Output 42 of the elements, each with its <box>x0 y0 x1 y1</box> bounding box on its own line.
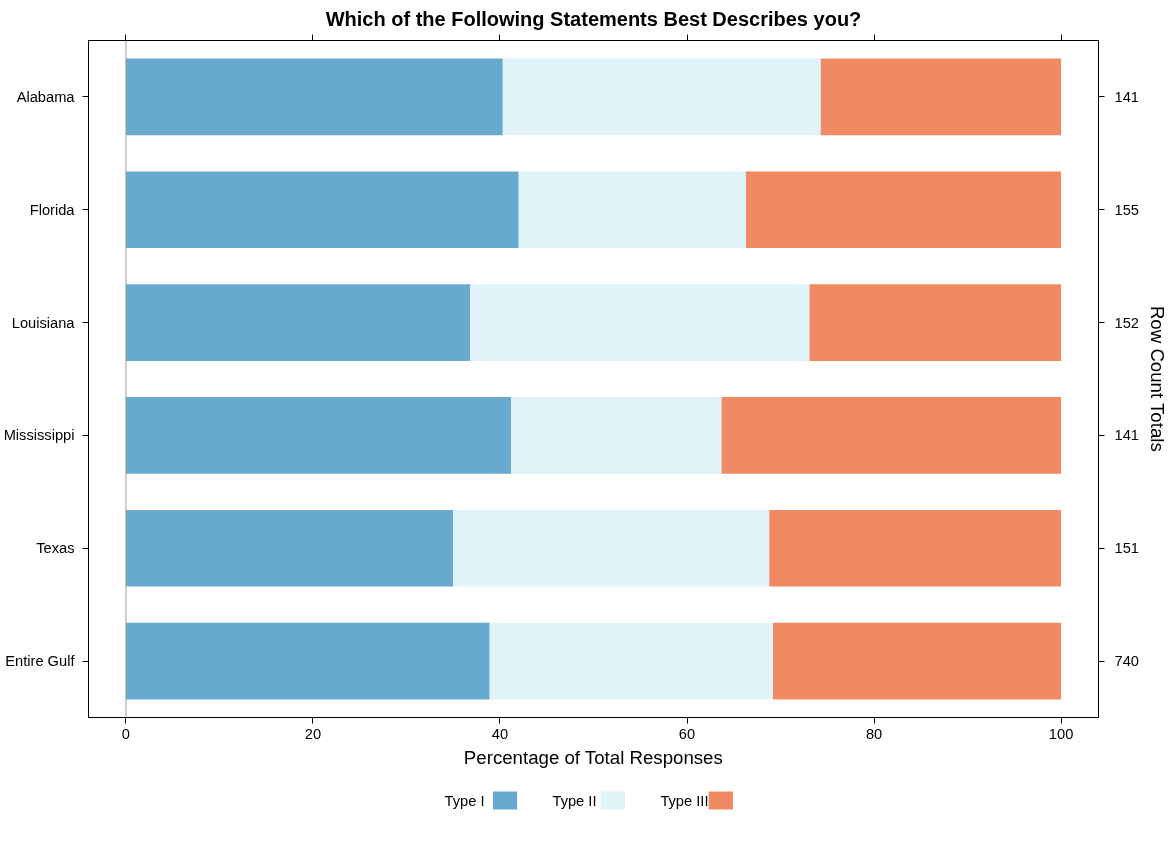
y-tick-label: Louisiana <box>11 314 76 331</box>
y-tick-label: Mississippi <box>3 427 75 444</box>
bar <box>502 58 821 136</box>
bar <box>125 622 490 700</box>
y-tick-label: Alabama <box>16 88 76 105</box>
bar <box>773 622 1062 700</box>
x-tick-label: 0 <box>121 725 130 742</box>
bar <box>125 509 454 587</box>
x-tick-label: 60 <box>678 725 696 742</box>
bar <box>453 509 770 587</box>
x-tick-label: 20 <box>304 725 322 742</box>
y-tick-label: Texas <box>36 540 75 557</box>
legend-label: Type I <box>444 792 485 809</box>
bar <box>518 171 746 249</box>
legend-label: Type III <box>660 792 709 809</box>
bar <box>721 397 1062 474</box>
x-tick-label: 40 <box>491 725 509 742</box>
bar <box>125 58 503 136</box>
text: 740 <box>1114 653 1139 670</box>
y2-axis-title: Row Count Totals <box>1146 305 1168 452</box>
legend-label: Type II <box>552 792 597 809</box>
bar <box>745 171 1062 249</box>
bar <box>809 284 1062 361</box>
bar <box>511 397 722 474</box>
bar <box>470 284 810 361</box>
y-tick-label: Entire Gulf <box>5 653 76 670</box>
x-axis-title: Percentage of Total Responses <box>463 746 723 768</box>
text: 155 <box>1114 201 1139 218</box>
text: 151 <box>1114 540 1139 557</box>
text: 141 <box>1114 427 1139 444</box>
bar <box>125 284 471 361</box>
x-tick-label: 100 <box>1048 725 1074 742</box>
chart-title: Which of the Following Statements Best Describes you? <box>325 7 862 30</box>
text: 152 <box>1114 314 1139 331</box>
bar <box>489 622 774 700</box>
bar <box>125 171 519 249</box>
bar <box>820 58 1062 136</box>
x-tick-label: 80 <box>865 725 883 742</box>
y-tick-label: Florida <box>29 201 76 218</box>
bar <box>769 509 1062 587</box>
bar <box>125 397 512 474</box>
text: 141 <box>1114 88 1139 105</box>
